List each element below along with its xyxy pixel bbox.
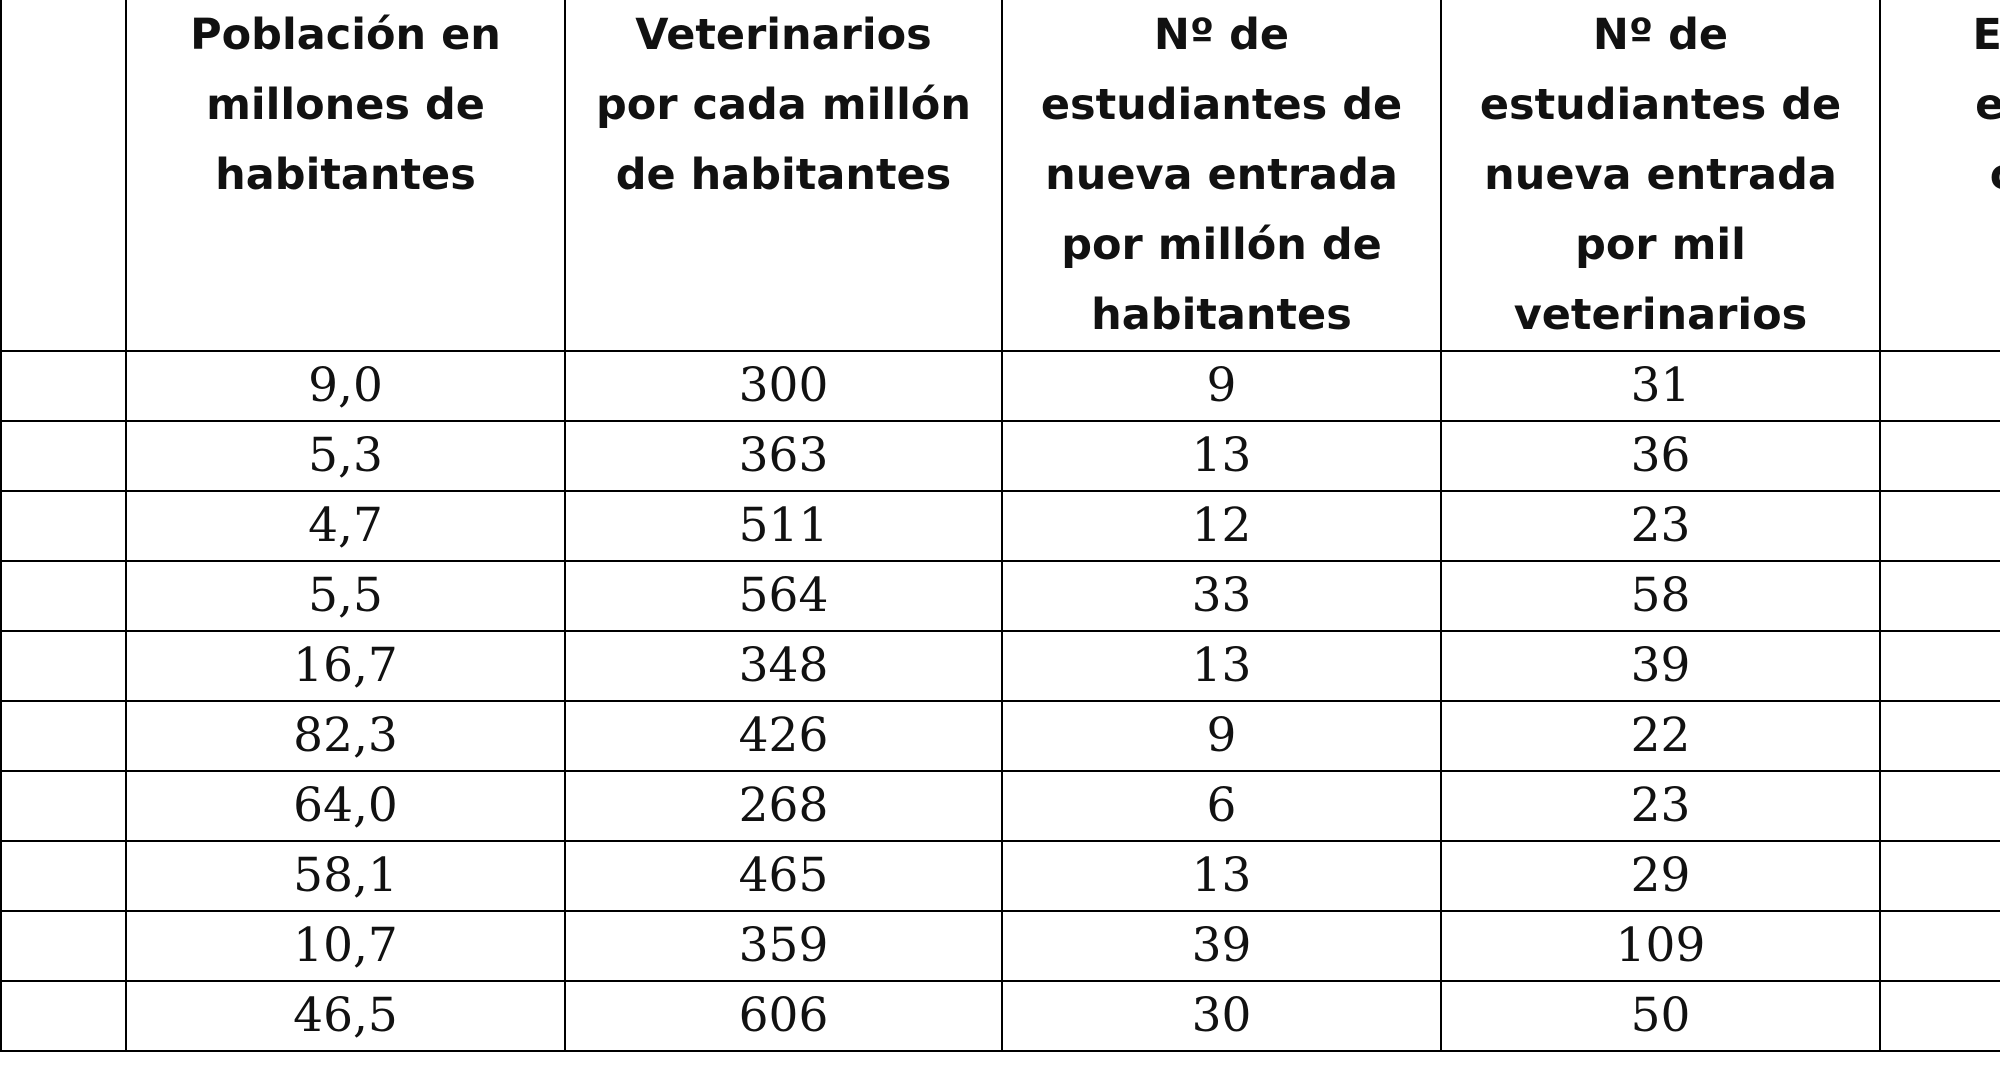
table-cell: 50 (1440, 980, 1881, 1052)
table-cell: 5,5 (125, 560, 566, 632)
table-cell (1879, 910, 2000, 982)
table-cell (0, 420, 127, 492)
column-header-line: de habitantes (615, 150, 952, 200)
table-cell (0, 980, 127, 1052)
table-cell: 13 (1001, 630, 1442, 702)
column-header-line: Nº de (1592, 10, 1729, 60)
table-cell (1879, 630, 2000, 702)
table-cell (0, 630, 127, 702)
table-cell: 426 (564, 700, 1003, 772)
table-cell: 39 (1001, 910, 1442, 982)
column-header-line: En (1972, 10, 2000, 60)
table-cell: 9,0 (125, 350, 566, 422)
column-header-3: Nº de estudiantes de nueva entrada por mill… (1001, 0, 1442, 352)
table-cell: 511 (564, 490, 1003, 562)
table-cell: 82,3 (125, 700, 566, 772)
table-cell (1879, 560, 2000, 632)
column-header-line: por millón de (1061, 220, 1382, 270)
table-cell: 16,7 (125, 630, 566, 702)
table-row: 9,0 300 9 31 (0, 350, 2000, 422)
header-row: Población en millones de habitantes Veterin… (0, 0, 2000, 352)
column-header-line: habitantes (1091, 290, 1352, 340)
table-cell: 31 (1440, 350, 1881, 422)
table-cell: 58 (1440, 560, 1881, 632)
table-cell (1879, 980, 2000, 1052)
table-cell: 13 (1001, 840, 1442, 912)
table-row: 58,1 465 13 29 (0, 840, 2000, 912)
table-cell: 9 (1001, 700, 1442, 772)
column-header-line: por mil (1575, 220, 1746, 270)
table-cell: 22 (1440, 700, 1881, 772)
table-cell (1879, 770, 2000, 842)
column-header-5: En esc (1879, 0, 2000, 352)
column-header-line: por cada millón (596, 80, 971, 130)
table-cell (1879, 840, 2000, 912)
column-header-line: Veterinarios (635, 10, 932, 60)
table-cell: 13 (1001, 420, 1442, 492)
table-body: 9,0 300 9 31 5,3 363 13 36 4,7 511 12 23 5,5 564 33 58 1… (0, 350, 2000, 1052)
table-cell: 9 (1001, 350, 1442, 422)
table-cell: 46,5 (125, 980, 566, 1052)
column-header-line: veterinarios (1513, 290, 1808, 340)
table-cell (0, 840, 127, 912)
table-cell (0, 700, 127, 772)
table-cell: 64,0 (125, 770, 566, 842)
table-row: 16,7 348 13 39 (0, 630, 2000, 702)
column-header-line: estudiantes de (1479, 80, 1842, 130)
table-cell: 465 (564, 840, 1003, 912)
table-cell (0, 910, 127, 982)
table-row: 82,3 426 9 22 (0, 700, 2000, 772)
table-cell (0, 770, 127, 842)
table-row: 46,5 606 30 50 (0, 980, 2000, 1052)
table-cell (1879, 490, 2000, 562)
table-cell: 33 (1001, 560, 1442, 632)
table-cell: 23 (1440, 770, 1881, 842)
table-cell (1879, 350, 2000, 422)
table-cell: 359 (564, 910, 1003, 982)
column-header-line: nueva entrada (1045, 150, 1398, 200)
column-header-line: nueva entrada (1484, 150, 1837, 200)
table-cell: 5,3 (125, 420, 566, 492)
table-row: 10,7 359 39 109 (0, 910, 2000, 982)
column-header-1: Población en millones de habitantes (125, 0, 566, 352)
table-cell: 39 (1440, 630, 1881, 702)
table-cell: 58,1 (125, 840, 566, 912)
column-header-2: Veterinarios por cada millón de habitantes (564, 0, 1003, 352)
table-cell: 10,7 (125, 910, 566, 982)
table-cell (1879, 700, 2000, 772)
column-header-0 (0, 0, 127, 352)
column-header-4: Nº de estudiantes de nueva entrada por mil v… (1440, 0, 1881, 352)
table-cell: 606 (564, 980, 1003, 1052)
table-cell: 29 (1440, 840, 1881, 912)
table-cell: 6 (1001, 770, 1442, 842)
table-cell: 363 (564, 420, 1003, 492)
column-header-line: estudiantes de (1040, 80, 1403, 130)
table-row: 5,3 363 13 36 (0, 420, 2000, 492)
table-cell: 564 (564, 560, 1003, 632)
table-cell: 36 (1440, 420, 1881, 492)
table-cell: 348 (564, 630, 1003, 702)
column-header-line: Nº de (1153, 10, 1290, 60)
column-header-line: es (1882, 70, 2000, 140)
column-header-line: millones de (206, 80, 485, 130)
table-cell: 4,7 (125, 490, 566, 562)
table-cell: 268 (564, 770, 1003, 842)
table-cell: 23 (1440, 490, 1881, 562)
table-row: 64,0 268 6 23 (0, 770, 2000, 842)
table-cell: 12 (1001, 490, 1442, 562)
table-row: 4,7 511 12 23 (0, 490, 2000, 562)
column-header-line: Población en (190, 10, 501, 60)
column-header-line: c (1882, 140, 2000, 210)
table-cell: 109 (1440, 910, 1881, 982)
table-cell (1879, 420, 2000, 492)
table-cell (0, 560, 127, 632)
table-cell: 30 (1001, 980, 1442, 1052)
table-cell (0, 490, 127, 562)
table-cell (0, 350, 127, 422)
table-cell: 300 (564, 350, 1003, 422)
column-header-line: habitantes (215, 150, 476, 200)
table-row: 5,5 564 33 58 (0, 560, 2000, 632)
